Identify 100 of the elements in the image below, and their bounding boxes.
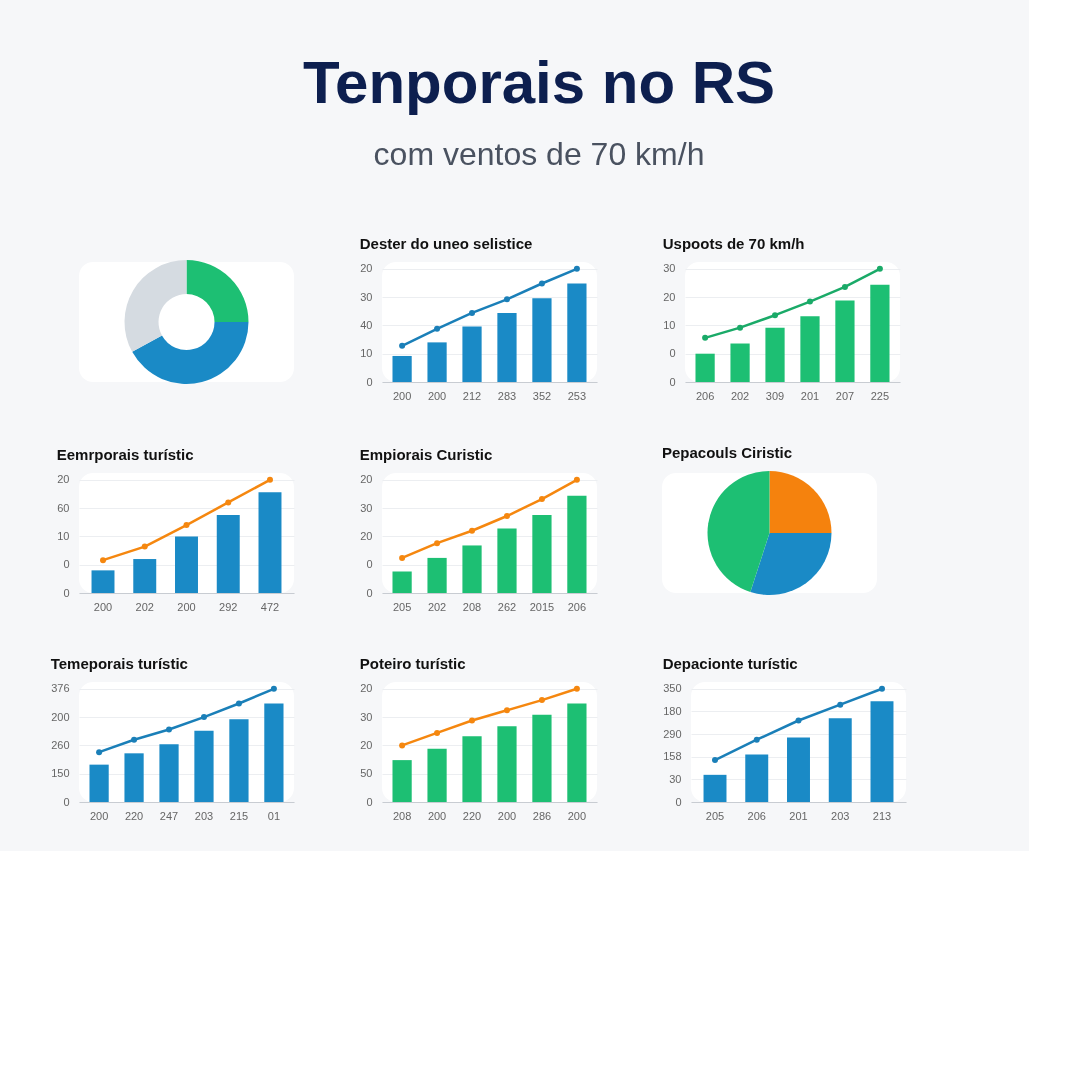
point: [753, 736, 760, 743]
text: com ventos de 70 km/h: [373, 136, 705, 172]
x-tick-label: 202: [135, 600, 154, 613]
point: [434, 325, 441, 332]
point: [795, 717, 802, 724]
bar: [124, 753, 144, 802]
bar: [497, 312, 517, 382]
text: 0: [366, 795, 373, 808]
bar: [695, 353, 715, 382]
text: 0: [63, 586, 70, 599]
bar: [828, 718, 852, 802]
x-tick-label: 212: [462, 389, 482, 402]
x-tick-label: 200: [567, 809, 587, 822]
bar: [229, 719, 249, 802]
x-tick-label: 200: [392, 389, 412, 402]
x-tick-label: 352: [532, 389, 552, 402]
bar: [567, 703, 587, 802]
text: 30: [360, 501, 373, 514]
point: [806, 298, 813, 305]
point: [434, 729, 441, 736]
x-tick-label: 206: [695, 389, 715, 402]
x-tick-label: 208: [392, 809, 412, 822]
point: [399, 554, 406, 561]
bar: [532, 514, 552, 593]
bar: [175, 536, 198, 593]
bar: [159, 744, 179, 802]
text: 20: [360, 738, 373, 751]
x-tick-label: 206: [747, 809, 766, 822]
x-tick-label: 207: [835, 389, 855, 402]
donut-slice: [124, 260, 187, 352]
point: [879, 685, 885, 692]
donut-slice: [132, 322, 249, 384]
text: 20: [360, 682, 373, 695]
point: [100, 557, 106, 564]
text: 40: [360, 318, 373, 331]
bar: [745, 754, 769, 802]
text: 0: [63, 558, 70, 571]
x-tick-label: 208: [462, 600, 482, 613]
text: 0: [669, 347, 676, 360]
text: 10: [663, 318, 676, 331]
point: [538, 280, 545, 287]
bar: [427, 557, 447, 593]
point: [503, 707, 510, 714]
bar: [258, 492, 282, 593]
point: [131, 736, 138, 743]
pie-slice: [769, 471, 832, 533]
chart-title: Temeporais turístic: [50, 655, 188, 672]
bar: [835, 300, 855, 382]
bar: [462, 545, 482, 593]
text: 150: [51, 767, 70, 780]
text: 10: [360, 347, 373, 360]
point: [837, 701, 844, 708]
pie-slice: [707, 471, 770, 592]
x-tick-label: 205: [705, 809, 725, 822]
text: 60: [57, 501, 70, 514]
bar: [392, 760, 412, 802]
point: [841, 283, 848, 290]
point: [702, 334, 709, 341]
x-tick-label: 213: [872, 809, 892, 822]
bar: [567, 495, 587, 593]
x-tick-label: 283: [497, 389, 517, 402]
point: [772, 312, 779, 319]
pie-slice: [750, 533, 832, 595]
x-tick-label: 200: [89, 809, 109, 822]
text: 20: [360, 529, 373, 542]
point: [166, 726, 173, 733]
text: 20: [360, 262, 373, 275]
bar: [427, 748, 447, 802]
point: [434, 540, 441, 547]
bar: [427, 342, 447, 382]
bar: [392, 571, 412, 593]
text: 290: [663, 727, 682, 740]
text: 0: [675, 795, 682, 808]
point: [737, 324, 744, 331]
bar: [392, 355, 412, 382]
x-tick-label: 247: [159, 809, 179, 822]
x-tick-label: 201: [800, 389, 820, 402]
x-tick-label: 215: [229, 809, 249, 822]
text: 180: [663, 704, 682, 717]
chart-title: Pepacouls Ciristic: [662, 444, 793, 461]
x-tick-label: 200: [497, 809, 517, 822]
x-tick-label: 202: [427, 600, 447, 613]
text: 30: [663, 262, 676, 275]
point: [503, 296, 510, 303]
point: [183, 522, 190, 529]
text: 0: [366, 558, 373, 571]
x-tick-label: 286: [532, 809, 552, 822]
text: 30: [669, 772, 682, 785]
text: 158: [663, 750, 682, 763]
x-tick-label: 309: [765, 389, 785, 402]
bar: [532, 714, 552, 802]
text: 30: [360, 290, 373, 303]
bar: [730, 343, 750, 382]
x-tick-label: 220: [124, 809, 144, 822]
point: [225, 499, 232, 506]
point: [469, 527, 476, 534]
chart-title: Depacionte turístic: [662, 655, 798, 672]
bar: [497, 726, 517, 802]
bar: [194, 730, 214, 802]
x-tick-label: 200: [427, 809, 447, 822]
